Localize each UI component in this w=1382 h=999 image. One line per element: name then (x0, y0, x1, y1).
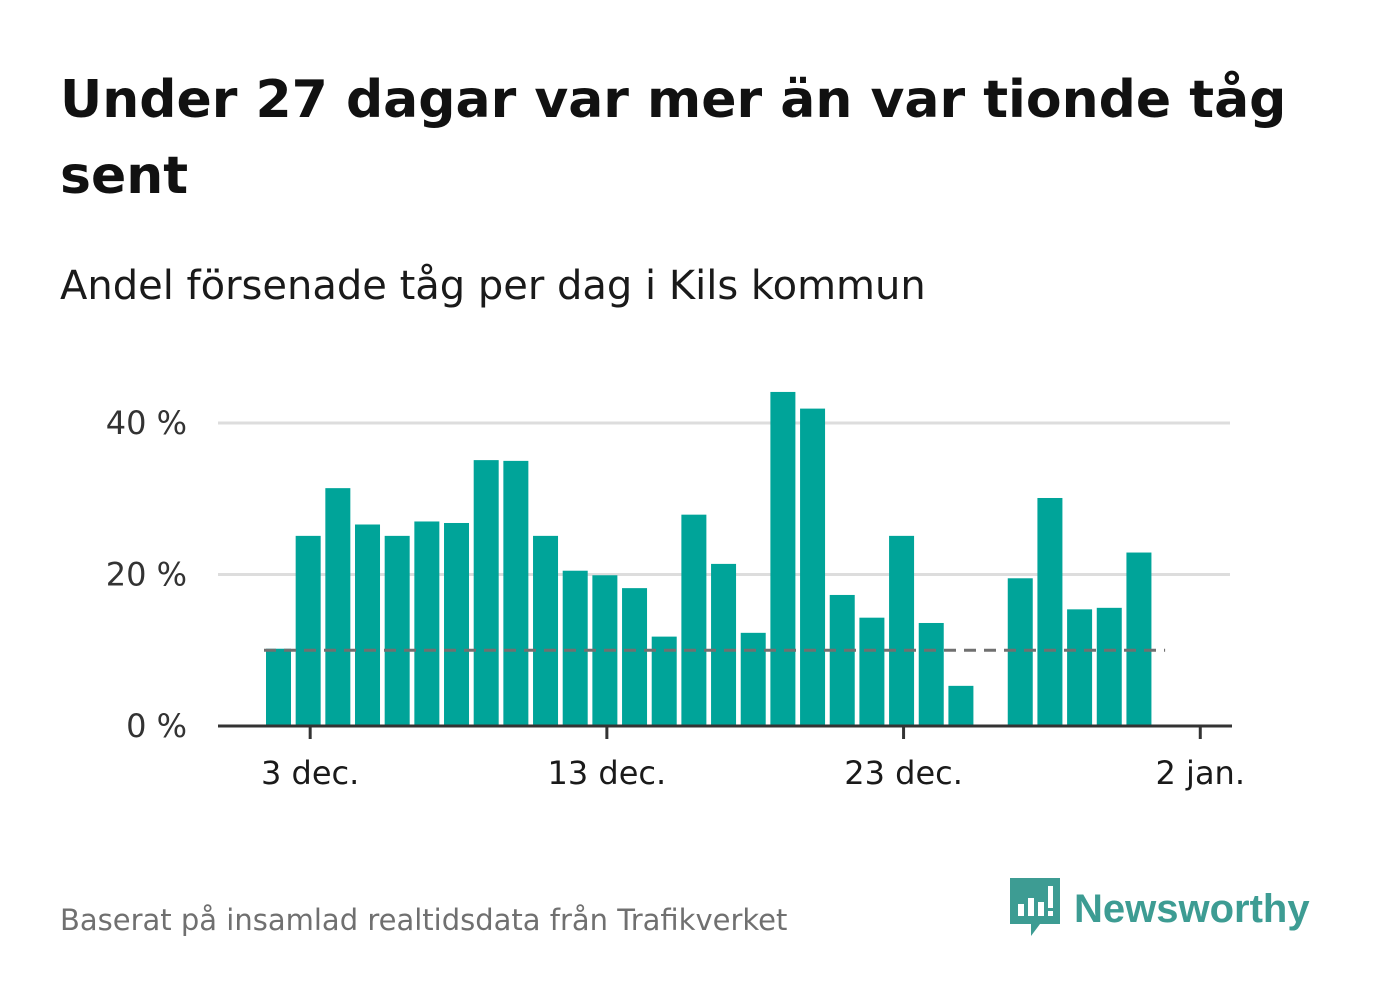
bar (1067, 609, 1093, 726)
bar (829, 594, 855, 726)
bar (503, 460, 529, 726)
chart-subtitle: Andel försenade tåg per dag i Kils kommu… (60, 263, 926, 309)
x-tick-label: 3 dec. (261, 754, 359, 792)
bar (681, 514, 707, 726)
brand-logo: Newsworthy (1010, 878, 1310, 940)
bar (711, 563, 737, 726)
bar (533, 535, 559, 726)
bar (770, 391, 796, 726)
bar (1096, 607, 1122, 726)
x-axis-ticks: 3 dec. 13 dec. 23 dec. 2 jan. (261, 726, 1245, 792)
bar (948, 685, 974, 726)
x-tick-label: 13 dec. (548, 754, 667, 792)
bar (414, 521, 440, 726)
x-tick-label: 23 dec. (844, 754, 963, 792)
bar (444, 522, 470, 726)
bar (355, 524, 381, 726)
bar (1007, 578, 1033, 726)
bar (562, 570, 588, 726)
bar (918, 622, 944, 726)
newsworthy-logo-icon (1010, 878, 1060, 936)
bar (1037, 497, 1063, 726)
bar (325, 488, 351, 726)
bar (889, 535, 915, 726)
bar (800, 408, 826, 726)
bars (266, 391, 1152, 726)
y-tick-label: 40 % (106, 404, 187, 442)
bar (473, 460, 499, 726)
bar (740, 632, 766, 726)
source-note: Baserat på insamlad realtidsdata från Tr… (60, 903, 788, 937)
y-axis-ticks: 0 % 20 % 40 % (106, 404, 187, 745)
y-tick-label: 0 % (126, 707, 187, 745)
bar (384, 535, 410, 726)
x-tick-label: 2 jan. (1156, 754, 1245, 792)
brand-name: Newsworthy (1074, 887, 1310, 931)
bar (295, 535, 321, 726)
y-tick-label: 20 % (106, 556, 187, 594)
bar (622, 588, 648, 726)
bar (1126, 552, 1152, 726)
bar (266, 648, 291, 726)
chart-title: Under 27 dagar var mer än var tionde tåg… (60, 70, 1287, 206)
bar (859, 617, 885, 726)
